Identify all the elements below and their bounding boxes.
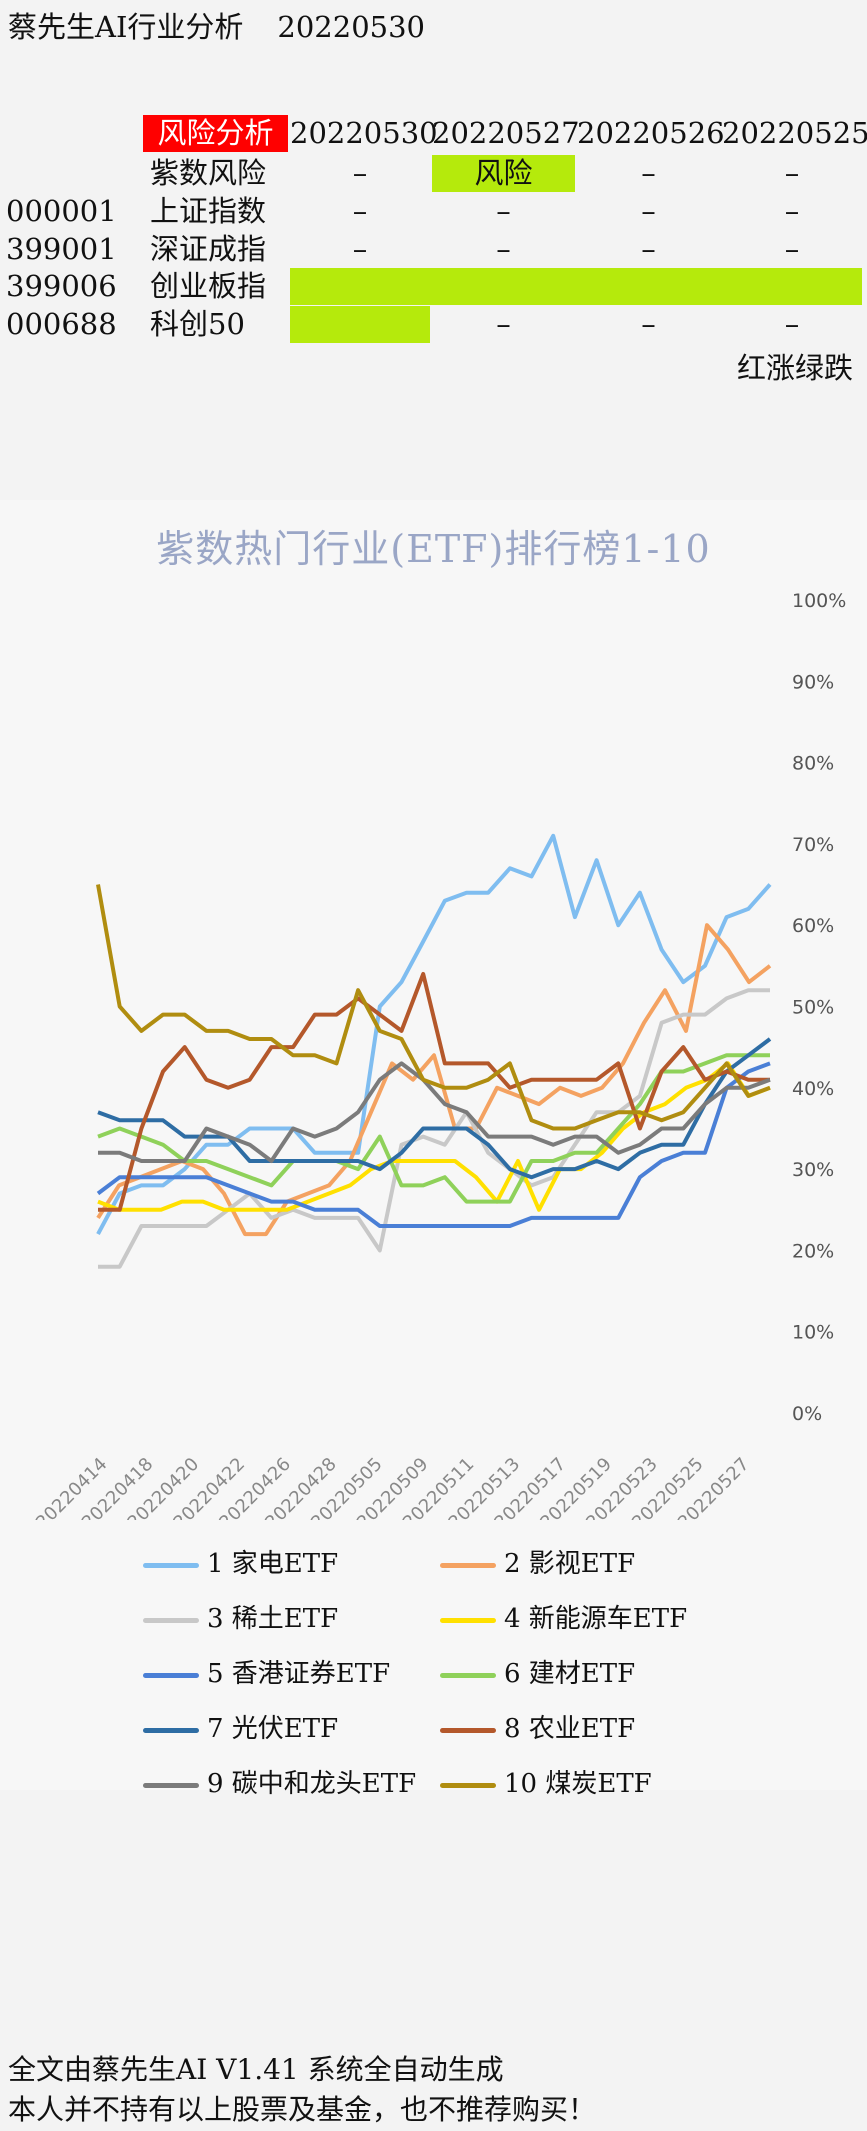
series-line-8 bbox=[98, 972, 770, 1212]
series-line-5 bbox=[96, 1061, 771, 1228]
legend-swatch bbox=[143, 1562, 199, 1568]
legend-label: 4 新能源车ETF bbox=[504, 1604, 688, 1634]
row-highlight bbox=[290, 268, 862, 305]
series-line-7 bbox=[97, 1037, 772, 1180]
legend-label: 9 碳中和龙头ETF bbox=[207, 1769, 417, 1799]
legend-item: 5 香港证券ETF bbox=[143, 1657, 390, 1691]
footer: 全文由蔡先生AI V1.41 系统全自动生成 本人并不持有以上股票及基金，也不推… bbox=[8, 2050, 596, 2130]
row-cell: – bbox=[784, 307, 800, 341]
legend-item: 9 碳中和龙头ETF bbox=[143, 1767, 416, 1801]
line-chart: 0%10%20%30%40%50%60%70%80%90%100%2022041… bbox=[32, 590, 846, 1520]
legend-item: 7 光伏ETF bbox=[143, 1712, 338, 1746]
legend-swatch bbox=[440, 1562, 496, 1568]
legend-swatch bbox=[440, 1672, 496, 1678]
y-tick-label: 10% bbox=[792, 1322, 834, 1344]
legend-swatch bbox=[143, 1727, 199, 1733]
y-tick-label: 0% bbox=[792, 1403, 822, 1425]
y-tick-label: 100% bbox=[792, 590, 846, 612]
date-col-2: 20220527 bbox=[432, 116, 580, 150]
chart-panel bbox=[0, 500, 867, 1790]
legend-item: 8 农业ETF bbox=[440, 1712, 635, 1746]
row-cell: – bbox=[352, 232, 368, 266]
y-tick-label: 70% bbox=[792, 834, 834, 856]
legend-label: 7 光伏ETF bbox=[207, 1714, 339, 1744]
row-cell: – bbox=[641, 307, 656, 341]
series-line-1 bbox=[96, 833, 772, 1236]
series-line-10 bbox=[96, 884, 771, 1131]
legend-swatch bbox=[143, 1782, 199, 1788]
row-name: 紫数风险 bbox=[150, 156, 267, 190]
row-code: 399006 bbox=[6, 269, 117, 303]
legend-swatch bbox=[143, 1672, 199, 1678]
y-tick-label: 60% bbox=[792, 915, 834, 937]
y-tick-label: 30% bbox=[792, 1159, 834, 1181]
date-col-1: 20220530 bbox=[290, 116, 438, 150]
row-cell: – bbox=[352, 194, 368, 228]
series-line-9 bbox=[98, 1061, 771, 1163]
row-cell: – bbox=[784, 194, 800, 228]
legend-swatch bbox=[143, 1617, 199, 1623]
y-tick-label: 80% bbox=[792, 753, 834, 775]
y-tick-label: 50% bbox=[792, 997, 834, 1019]
y-tick-label: 40% bbox=[792, 1078, 834, 1100]
series-line-4 bbox=[97, 1061, 771, 1212]
y-tick-label: 20% bbox=[792, 1240, 834, 1262]
chart-title: 紫数热门行业(ETF)排行榜1-10 bbox=[156, 527, 711, 571]
footer-line-1: 全文由蔡先生AI V1.41 系统全自动生成 bbox=[8, 2053, 504, 2086]
risk-warning-cell: 风险 bbox=[432, 155, 575, 192]
report-date: 20220530 bbox=[277, 10, 426, 44]
date-col-3: 20220526 bbox=[577, 116, 725, 150]
legend-label: 5 香港证券ETF bbox=[207, 1659, 391, 1689]
series-line-2 bbox=[96, 923, 772, 1237]
y-tick-label: 90% bbox=[792, 671, 834, 693]
row-code: 000688 bbox=[6, 307, 117, 341]
report-title: 蔡先生AI行业分析 bbox=[8, 10, 244, 44]
legend-item: 6 建材ETF bbox=[440, 1657, 635, 1691]
risk-label: 风险分析 bbox=[143, 115, 288, 152]
legend-item: 10 煤炭ETF bbox=[440, 1767, 652, 1801]
row-cell: – bbox=[784, 232, 800, 266]
legend-item: 3 稀土ETF bbox=[143, 1602, 338, 1636]
row-cell: – bbox=[784, 156, 800, 190]
legend-label: 3 稀土ETF bbox=[207, 1604, 339, 1634]
legend-swatch bbox=[440, 1727, 496, 1733]
row-cell: – bbox=[352, 156, 368, 190]
row-cell: – bbox=[496, 232, 511, 266]
page-title: 蔡先生AI行业分析 20220530 bbox=[8, 4, 459, 46]
legend-item: 2 影视ETF bbox=[440, 1547, 635, 1581]
footer-line-2: 本人并不持有以上股票及基金，也不推荐购买！ bbox=[8, 2093, 597, 2126]
row-name: 深证成指 bbox=[150, 232, 267, 266]
row-cell: – bbox=[641, 232, 656, 266]
legend-label: 6 建材ETF bbox=[504, 1659, 636, 1689]
row-code: 000001 bbox=[6, 194, 117, 228]
series-line-3 bbox=[98, 988, 770, 1269]
legend-label: 2 影视ETF bbox=[504, 1549, 636, 1579]
row-name: 科创50 bbox=[150, 307, 245, 341]
row-cell: – bbox=[641, 156, 656, 190]
row-cell: – bbox=[641, 194, 656, 228]
row-name: 创业板指 bbox=[150, 269, 267, 303]
row-highlight bbox=[290, 306, 430, 343]
legend-label: 10 煤炭ETF bbox=[504, 1769, 652, 1799]
row-name: 上证指数 bbox=[150, 194, 267, 228]
legend-swatch bbox=[440, 1617, 496, 1623]
legend-item: 1 家电ETF bbox=[143, 1547, 338, 1581]
legend-item: 4 新能源车ETF bbox=[440, 1602, 687, 1636]
legend-label: 1 家电ETF bbox=[207, 1549, 339, 1579]
row-cell: – bbox=[496, 194, 511, 228]
row-cell: – bbox=[496, 307, 511, 341]
date-col-4: 20220525 bbox=[722, 116, 867, 150]
legend-swatch bbox=[440, 1782, 496, 1788]
legend-label: 8 农业ETF bbox=[504, 1714, 636, 1744]
row-code: 399001 bbox=[6, 232, 117, 266]
color-note: 红涨绿跌 bbox=[736, 351, 853, 385]
